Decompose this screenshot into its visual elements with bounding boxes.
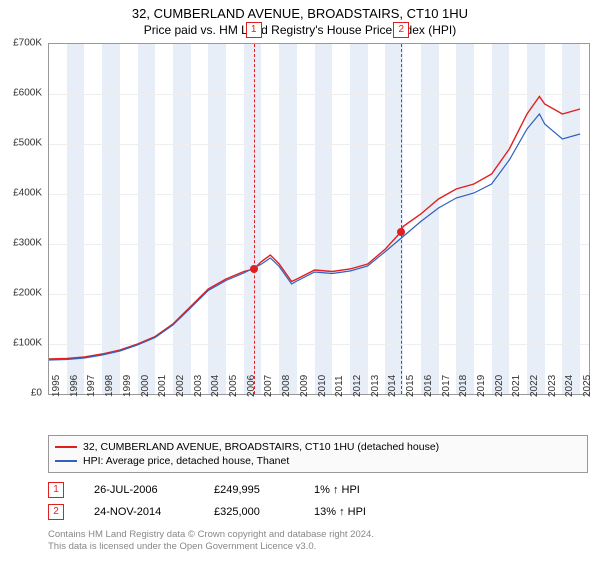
x-tick-label: 1996	[69, 375, 80, 397]
transaction-flag-2: 2	[393, 22, 409, 38]
footnote-line-2: This data is licensed under the Open Gov…	[48, 541, 588, 553]
series-line-property	[49, 97, 580, 360]
footnote-line-1: Contains HM Land Registry data © Crown c…	[48, 529, 588, 541]
x-tick-label: 2005	[228, 375, 239, 397]
legend: 32, CUMBERLAND AVENUE, BROADSTAIRS, CT10…	[48, 435, 588, 473]
x-tick-label: 2016	[423, 375, 434, 397]
plot-region: 12	[48, 43, 590, 395]
transaction-price-2: £325,000	[214, 506, 284, 518]
x-tick-label: 2009	[299, 375, 310, 397]
y-tick-label: £500K	[13, 138, 42, 149]
y-tick-label: £600K	[13, 88, 42, 99]
chart-subtitle: Price paid vs. HM Land Registry's House …	[0, 23, 600, 37]
x-tick-label: 2024	[564, 375, 575, 397]
y-tick-label: £400K	[13, 188, 42, 199]
x-tick-label: 1998	[104, 375, 115, 397]
x-tick-label: 2018	[458, 375, 469, 397]
x-tick-label: 2021	[511, 375, 522, 397]
y-tick-label: £100K	[13, 338, 42, 349]
x-tick-label: 2014	[387, 375, 398, 397]
x-tick-label: 2012	[352, 375, 363, 397]
y-tick-label: £700K	[13, 38, 42, 49]
x-tick-label: 2013	[370, 375, 381, 397]
transaction-date-2: 24-NOV-2014	[94, 506, 184, 518]
transaction-row-2: 2 24-NOV-2014 £325,000 13% ↑ HPI	[48, 501, 588, 523]
x-tick-label: 2019	[476, 375, 487, 397]
transaction-diff-2: 13% ↑ HPI	[314, 506, 394, 518]
y-tick-label: £200K	[13, 288, 42, 299]
x-tick-label: 2023	[547, 375, 558, 397]
chart-title: 32, CUMBERLAND AVENUE, BROADSTAIRS, CT10…	[0, 6, 600, 21]
chart-area: 12 £0£100K£200K£300K£400K£500K£600K£700K…	[48, 43, 588, 393]
x-tick-label: 2000	[140, 375, 151, 397]
transaction-marker-2: 2	[48, 504, 64, 520]
chart-container: 32, CUMBERLAND AVENUE, BROADSTAIRS, CT10…	[0, 6, 600, 566]
x-tick-label: 1995	[51, 375, 62, 397]
x-tick-label: 2022	[529, 375, 540, 397]
transaction-marker-dot-1	[250, 265, 258, 273]
transaction-price-1: £249,995	[214, 484, 284, 496]
x-tick-label: 2015	[405, 375, 416, 397]
series-line-hpi	[49, 114, 580, 360]
line-svg	[49, 44, 589, 394]
legend-row-hpi: HPI: Average price, detached house, Than…	[55, 454, 581, 468]
x-tick-label: 1997	[86, 375, 97, 397]
legend-swatch-property	[55, 446, 77, 448]
y-tick-label: £300K	[13, 238, 42, 249]
transaction-table: 1 26-JUL-2006 £249,995 1% ↑ HPI 2 24-NOV…	[48, 479, 588, 523]
legend-swatch-hpi	[55, 460, 77, 462]
transaction-marker-dot-2	[397, 228, 405, 236]
x-tick-label: 2011	[334, 375, 345, 397]
x-tick-label: 2006	[246, 375, 257, 397]
x-tick-label: 2007	[263, 375, 274, 397]
legend-label-hpi: HPI: Average price, detached house, Than…	[83, 455, 289, 467]
transaction-date-1: 26-JUL-2006	[94, 484, 184, 496]
x-tick-label: 2001	[157, 375, 168, 397]
x-tick-label: 2025	[582, 375, 593, 397]
footnote: Contains HM Land Registry data © Crown c…	[48, 529, 588, 554]
transaction-marker-1: 1	[48, 482, 64, 498]
legend-row-property: 32, CUMBERLAND AVENUE, BROADSTAIRS, CT10…	[55, 440, 581, 454]
x-tick-label: 2008	[281, 375, 292, 397]
x-tick-label: 2010	[317, 375, 328, 397]
legend-label-property: 32, CUMBERLAND AVENUE, BROADSTAIRS, CT10…	[83, 441, 439, 453]
x-tick-label: 2020	[494, 375, 505, 397]
x-tick-label: 2003	[193, 375, 204, 397]
x-tick-label: 2004	[210, 375, 221, 397]
x-tick-label: 1999	[122, 375, 133, 397]
transaction-diff-1: 1% ↑ HPI	[314, 484, 394, 496]
y-tick-label: £0	[31, 388, 42, 399]
transaction-row-1: 1 26-JUL-2006 £249,995 1% ↑ HPI	[48, 479, 588, 501]
x-tick-label: 2017	[441, 375, 452, 397]
x-tick-label: 2002	[175, 375, 186, 397]
transaction-flag-1: 1	[246, 22, 262, 38]
